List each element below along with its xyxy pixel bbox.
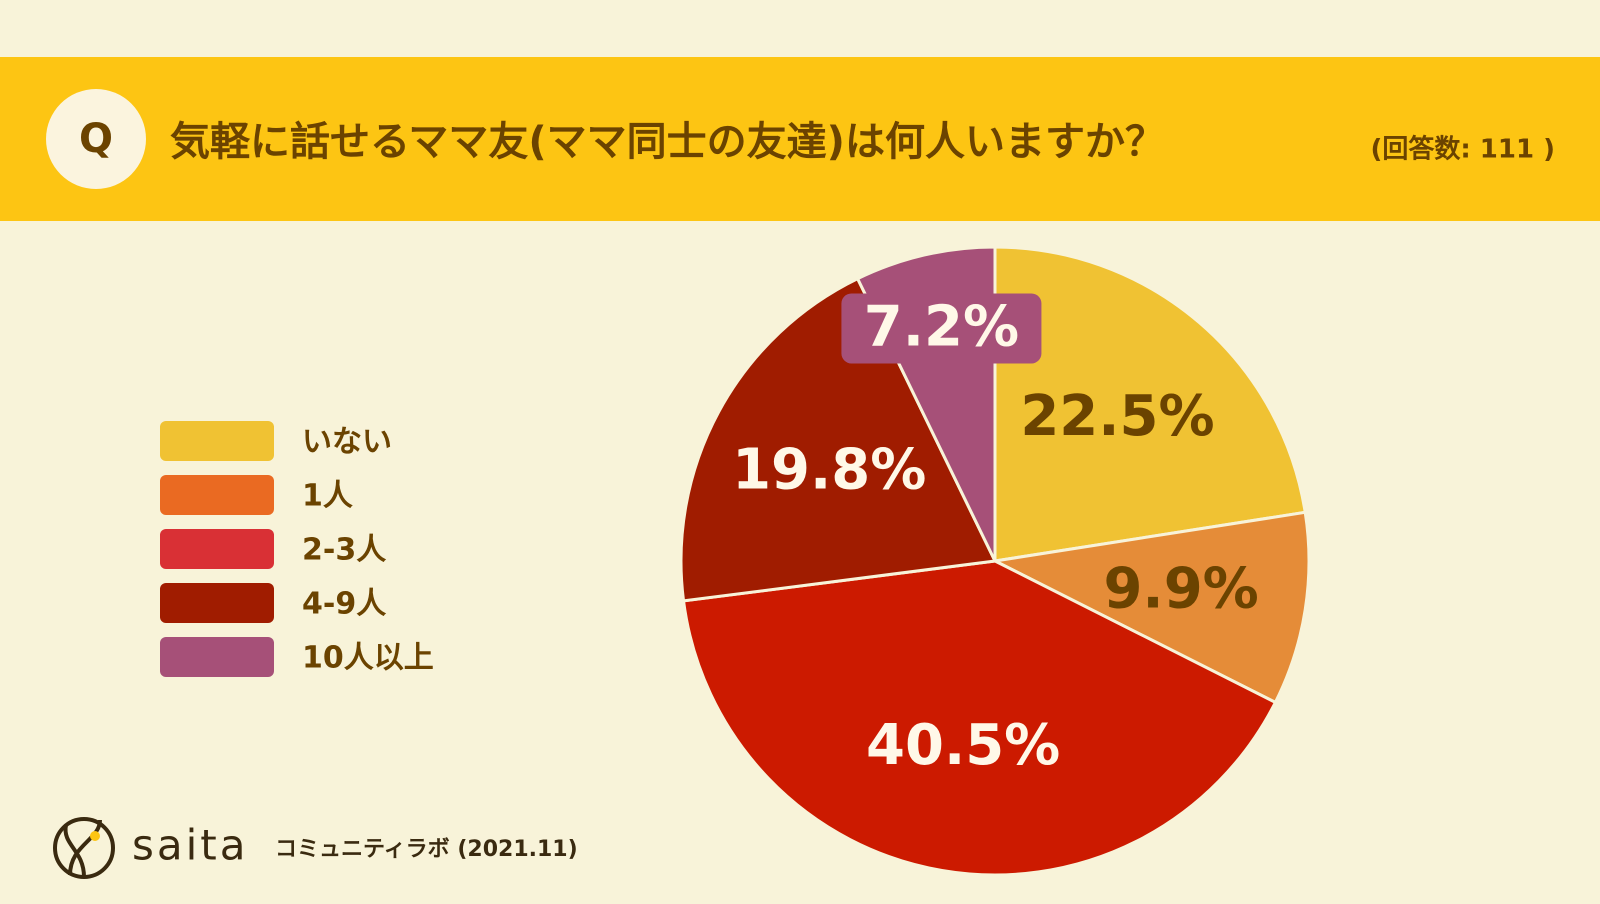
source: コミュニティラボ (2021.11) (275, 837, 578, 862)
pie-slice (993, 245, 1307, 563)
legend-swatch (160, 637, 274, 677)
logo-leaf (63, 819, 102, 878)
legend-label: 10人以上 (302, 641, 434, 676)
value-label: 7.2% (864, 295, 1019, 360)
legend-swatch (160, 529, 274, 569)
legend-swatch (160, 475, 274, 515)
pie-slice (681, 559, 1278, 877)
value-label: 9.9% (1103, 556, 1258, 621)
legend-swatch (160, 583, 274, 623)
legend-swatch (160, 421, 274, 461)
header-band (0, 57, 1600, 221)
legend-label: 2-3人 (302, 533, 386, 568)
value-label: 22.5% (1020, 384, 1214, 449)
chart-subtitle: (回答数: 111 ) (1370, 134, 1555, 165)
logo (53, 817, 115, 879)
value-label: 19.8% (732, 438, 926, 503)
legend-label: 1人 (302, 479, 353, 514)
legend-label: 4-9人 (302, 587, 386, 622)
chart-title: 気軽に話せるママ友(ママ同士の友達)は何人いますか？ (170, 119, 1165, 165)
logo-dot (90, 831, 100, 841)
legend-label: いない (302, 425, 392, 460)
pie-slice (990, 510, 1311, 705)
value-label: 40.5% (866, 713, 1060, 778)
value-label-box (841, 293, 1042, 364)
q-badge-text: Q (79, 116, 113, 162)
pie-slice (679, 276, 998, 603)
brand: saita (132, 821, 249, 870)
q-badge (46, 89, 146, 189)
